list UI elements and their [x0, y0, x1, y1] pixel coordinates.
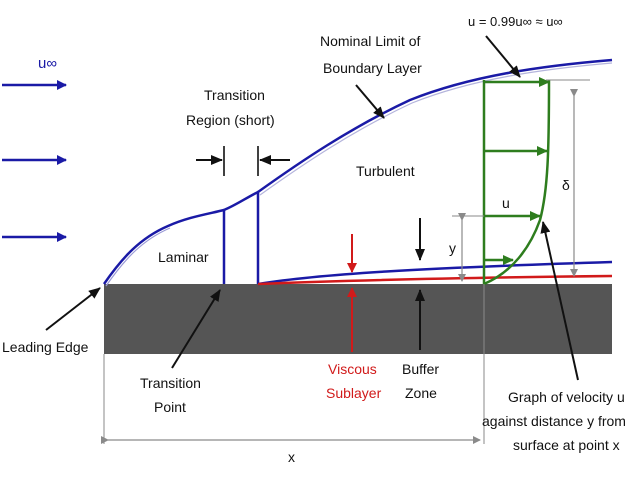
- transition-point-pointer: [171, 289, 221, 369]
- transition-step: [223, 189, 260, 284]
- edge-velocity-pointer: [485, 35, 521, 78]
- edge-velocity-label: u = 0.99u∞ ≈ u∞: [468, 14, 563, 29]
- turbulent-label: Turbulent: [356, 163, 415, 179]
- viscous-sublayer-line: [257, 274, 613, 286]
- graph-label-line3: surface at point x: [513, 437, 620, 453]
- transition-point-label-line1: Transition: [140, 375, 201, 391]
- graph-pointer: [540, 221, 579, 381]
- nominal-limit-label-line2: Boundary Layer: [323, 60, 422, 76]
- velocity-profile: [482, 77, 551, 286]
- laminar-label: Laminar: [158, 249, 209, 265]
- buffer-zone-label-line1: Buffer: [402, 361, 439, 377]
- boundary-layer-edge-turbulent: [257, 58, 613, 194]
- freestream-velocity-label: u∞: [38, 55, 57, 72]
- viscous-sublayer-label-line2: Sublayer: [326, 385, 382, 401]
- leading-edge-label: Leading Edge: [2, 339, 89, 355]
- profile-curve: [483, 79, 551, 286]
- x-label: x: [288, 449, 295, 465]
- boundary-layer-edge-laminar: [102, 208, 226, 285]
- graph-label-line2: against distance y from: [482, 413, 626, 429]
- transition-point-label-line2: Point: [154, 399, 186, 415]
- delta-label: δ: [562, 177, 570, 193]
- freestream-arrows: [2, 80, 67, 242]
- leading-edge-pointer: [45, 287, 101, 331]
- nominal-limit-pointer: [355, 84, 385, 119]
- buffer-zone-label-line2: Zone: [405, 385, 437, 401]
- buffer-zone-line: [257, 260, 613, 286]
- nominal-limit-label-line1: Nominal Limit of: [320, 33, 420, 49]
- boundary-layer-edge-shadow: [105, 227, 171, 287]
- boundary-layer-edge-turbulent-shadow: [259, 62, 613, 196]
- viscous-sublayer-label-line1: Viscous: [328, 361, 377, 377]
- u-label: u: [502, 195, 510, 211]
- transition-region-label-line2: Region (short): [186, 112, 275, 128]
- y-label: y: [449, 240, 456, 256]
- flat-plate: [104, 284, 612, 354]
- graph-label-line1: Graph of velocity u: [508, 389, 625, 405]
- transition-region-label-line1: Transition: [204, 87, 265, 103]
